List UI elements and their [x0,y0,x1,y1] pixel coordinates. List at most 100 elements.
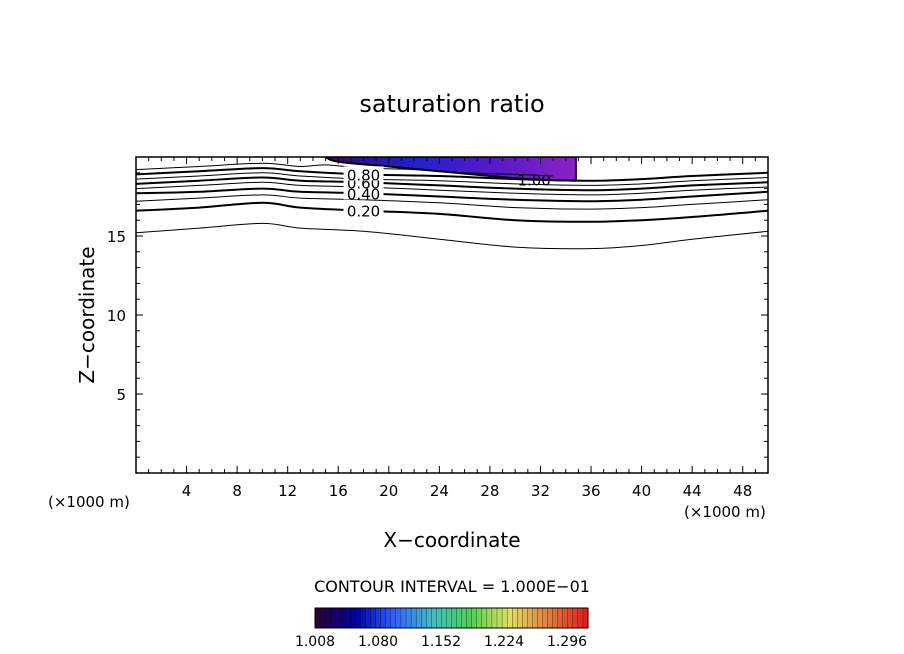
x-tick-label: 40 [632,482,651,500]
colorbar-cell [415,607,422,629]
colorbar-cell [330,607,336,629]
contour-label-0.80: 0.80 [347,166,380,184]
colorbar-cell [441,607,447,629]
colorbar-cell [370,607,377,629]
x-tick-label: 36 [581,482,600,500]
colorbar-cell [562,607,569,629]
colorbar [314,607,589,629]
colorbar-cell [431,607,437,629]
colorbar-cell [532,607,538,629]
contour-line-0.70 [136,172,768,186]
x-tick-label: 32 [531,482,550,500]
colorbar-cell [340,607,346,629]
colorbar-frame [314,607,589,629]
x-tick-label: 28 [480,482,499,500]
contour-line-0.40 [136,187,768,203]
y-axis-tick-labels: 5 10 15 [107,228,126,404]
colorbar-cell [405,607,412,629]
colorbar-tick-label: 1.080 [358,634,398,650]
colorbar-cell [501,607,508,629]
contour-line-0.80 [136,167,768,182]
colorbar-cell [466,607,473,629]
colorbar-cell [446,607,452,629]
colorbar-cell [542,607,549,629]
colorbar-cells [314,607,589,629]
colorbar-cell [506,607,513,629]
contour-line-0.60 [136,176,768,192]
contour-label-0.20: 0.20 [347,203,380,221]
x-axis-ticks [148,157,756,473]
colorbar-cell [527,607,533,629]
colorbar-cell [491,607,498,629]
colorbar-tick-label: 1.152 [421,634,461,650]
x-axis-tick-labels: 4 8 12 16 20 24 28 32 36 40 44 48 [182,482,752,500]
colorbar-cell [380,607,387,629]
y-tick-label: 5 [116,386,126,404]
colorbar-tick-label: 1.296 [547,634,587,650]
contour-label-1.00: 1.00 [517,171,550,189]
y-axis-label: Z−coordinate [75,246,99,383]
colorbar-cell [400,607,407,629]
colorbar-cell [456,607,463,629]
plot-area: 0.200.400.600.80 1.00 [136,157,768,250]
colorbar-cell [426,607,432,629]
colorbar-cell [335,607,341,629]
y-axis-ticks [136,172,768,458]
x-tick-label: 12 [278,482,297,500]
contour-line-0.90 [136,162,554,177]
colorbar-tick-label: 1.008 [295,634,335,650]
colorbar-cell [319,607,326,629]
colorbar-cell [375,607,382,629]
colorbar-cell [476,607,483,629]
chart-title: saturation ratio [359,90,544,118]
colorbar-tick-label: 1.224 [484,634,524,650]
x-tick-label: 8 [232,482,242,500]
x-tick-label: 24 [430,482,449,500]
contour-label-bg [343,202,384,217]
x-tick-label: 4 [182,482,192,500]
colorbar-cell [582,607,589,629]
contour-label-bg [343,185,384,200]
x-tick-label: 20 [379,482,398,500]
colorbar-cell [410,607,417,629]
colorbar-cell [355,607,361,629]
contour-line-0.20 [136,201,768,223]
contour-line-0.50 [136,181,768,196]
colorbar-cell [345,607,351,629]
colorbar-cell [390,607,397,629]
colorbar-cell [461,607,468,629]
colorbar-cell [481,607,488,629]
colorbar-cell [436,607,442,629]
colorbar-cell [365,607,372,629]
colorbar-cell [385,607,392,629]
contour-line-0.30 [136,194,768,210]
colorbar-cell [486,607,493,629]
contour-label-bg [343,166,384,181]
x-unit-left: (×1000 m) [48,493,130,511]
x-unit-right: (×1000 m) [684,503,766,521]
colorbar-cell [395,607,402,629]
colorbar-cell [557,607,564,629]
colorbar-cell [572,607,579,629]
x-axis-label: X−coordinate [383,528,520,552]
colorbar-cell [350,607,356,629]
colorbar-cell [537,607,543,629]
contour-line-0.10 [136,222,768,250]
colorbar-cell [552,607,559,629]
colorbar-cell [547,607,554,629]
colorbar-cell [451,607,458,629]
colorbar-cell [522,607,528,629]
y-tick-label: 15 [107,228,126,246]
colorbar-cell [512,607,518,629]
colorbar-cell [471,607,478,629]
y-tick-label: 10 [107,307,126,325]
colorbar-cell [360,607,367,629]
contour-labels: 0.200.400.600.80 1.00 [343,166,551,221]
colorbar-cell [577,607,584,629]
contour-lines [136,162,768,250]
colorbar-cell [496,607,503,629]
colorbar-cell [421,607,427,629]
x-tick-label: 48 [733,482,752,500]
colorbar-cell [517,607,523,629]
